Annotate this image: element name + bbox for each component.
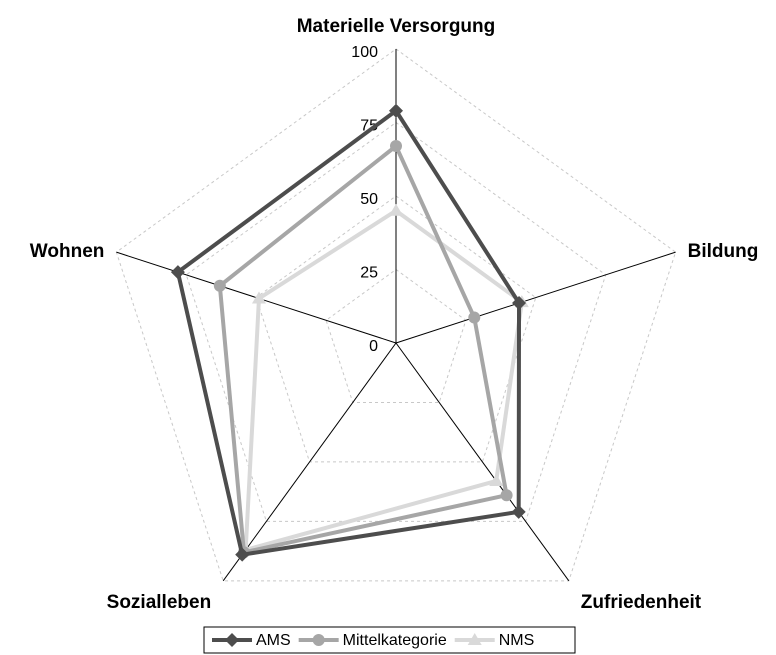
grid-line (255, 195, 537, 463)
marker (512, 296, 527, 311)
series-line (243, 208, 524, 552)
category-label: Sozialleben (107, 592, 212, 613)
marker (235, 547, 250, 562)
marker (468, 311, 481, 324)
series-line (175, 108, 522, 557)
marker (225, 633, 239, 647)
axis-line (222, 342, 397, 582)
r-tick-label: 25 (360, 265, 378, 282)
marker (489, 473, 504, 486)
marker (389, 103, 403, 118)
series-line (217, 144, 509, 555)
marker (213, 279, 226, 292)
r-tick-label: 75 (360, 118, 378, 135)
marker (312, 634, 325, 646)
marker (389, 203, 403, 216)
r-tick-label: 50 (360, 191, 378, 208)
axis-line (395, 342, 570, 582)
legend-label: AMS (256, 632, 291, 649)
category-label: Materielle Versorgung (297, 16, 496, 37)
legend-box (203, 626, 576, 654)
marker (511, 504, 526, 519)
category-label: Wohnen (30, 241, 105, 262)
category-label: Zufriedenheit (581, 592, 702, 613)
marker (390, 140, 402, 153)
marker (500, 489, 513, 502)
grid-line (325, 268, 467, 403)
marker (170, 265, 185, 280)
axis-line (395, 251, 676, 344)
marker (467, 633, 482, 645)
legend-label: Mittelkategorie (343, 632, 447, 649)
category-label: Bildung (688, 241, 759, 262)
legend-label: NMS (499, 632, 535, 649)
marker (251, 291, 266, 304)
grid-line (185, 121, 607, 522)
grid-line (115, 48, 677, 582)
r-tick-label: 0 (369, 338, 378, 355)
r-tick-label: 100 (351, 44, 378, 61)
